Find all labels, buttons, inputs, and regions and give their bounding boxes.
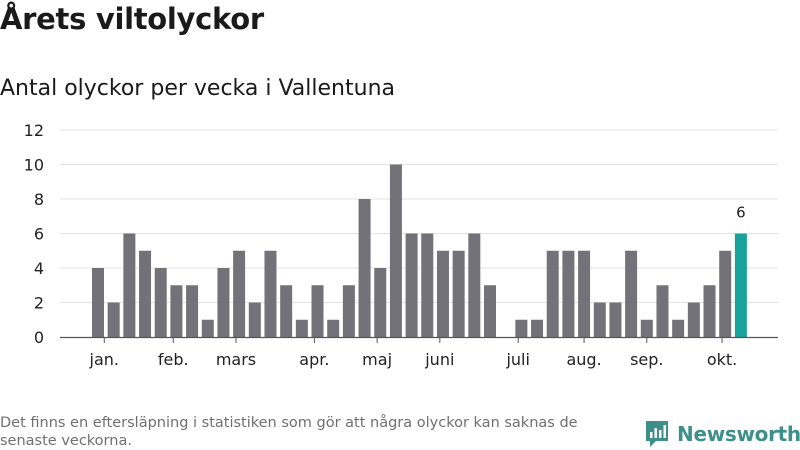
y-tick-label: 10 [24,156,44,175]
bar [92,268,104,337]
bar [687,302,700,337]
bar [436,250,449,337]
bar [578,250,591,337]
bar [280,285,293,337]
y-tick-label: 6 [34,225,44,244]
chart-title: Årets viltolyckor [0,2,264,36]
y-axis-tick-labels: 0 2 4 6 8 10 12 [24,121,44,347]
y-tick-label: 8 [34,190,44,209]
bar [170,285,183,337]
bar [468,233,481,337]
bar [515,319,528,337]
newsworthy-logo: Newsworthy [644,419,800,449]
y-tick-label: 0 [34,328,44,347]
chart-subtitle: Antal olyckor per vecka i Vallentuna [0,76,395,101]
x-month-label: jan. [89,350,119,369]
bar [625,250,638,337]
bar [201,319,214,337]
bar [531,319,544,337]
x-month-label: feb. [158,350,189,369]
highlight-data-label: 6 [736,204,746,222]
x-month-label: sep. [630,350,663,369]
bar [374,268,387,337]
x-month-label: mars [216,350,256,369]
y-tick-label: 4 [34,259,44,278]
brand-name: Newsworthy [677,422,800,446]
bar [640,319,653,337]
bar [154,268,167,337]
bar [546,250,559,337]
x-month-label: apr. [299,350,329,369]
x-month-label: okt. [707,350,737,369]
bar [327,319,340,337]
bar [389,164,402,337]
x-month-label: maj [362,350,392,369]
x-month-label: juni [424,350,454,369]
bar [295,319,308,337]
bar [593,302,606,337]
footnote: Det finns en eftersläpning i statistiken… [0,415,578,449]
bar [719,250,732,337]
bar-highlight [734,233,747,337]
bar [264,250,277,337]
bar [421,233,434,337]
gridlines [60,129,778,303]
bar [672,319,685,337]
bars [92,164,747,337]
bar [358,199,371,337]
bar [452,250,465,337]
bar [123,233,136,337]
bar [233,250,246,337]
bar [248,302,261,337]
data-labels: 6 [736,204,746,222]
bar [405,233,418,337]
x-month-label: juli [505,350,529,369]
bar [342,285,355,337]
x-month-label: aug. [566,350,601,369]
bar [609,302,622,337]
bar [139,250,152,337]
bar [656,285,669,337]
bar [186,285,199,337]
y-tick-label: 12 [24,121,44,140]
x-axis-month-labels: jan. feb. mars apr. maj juni juli aug. sep. okt. [89,337,737,369]
bar [562,250,575,337]
y-tick-label: 2 [34,294,44,313]
bar [107,302,120,337]
bar [703,285,716,337]
bar [484,285,496,337]
bar [311,285,324,337]
newsworthy-logo-icon [646,421,668,447]
bar [217,268,230,337]
